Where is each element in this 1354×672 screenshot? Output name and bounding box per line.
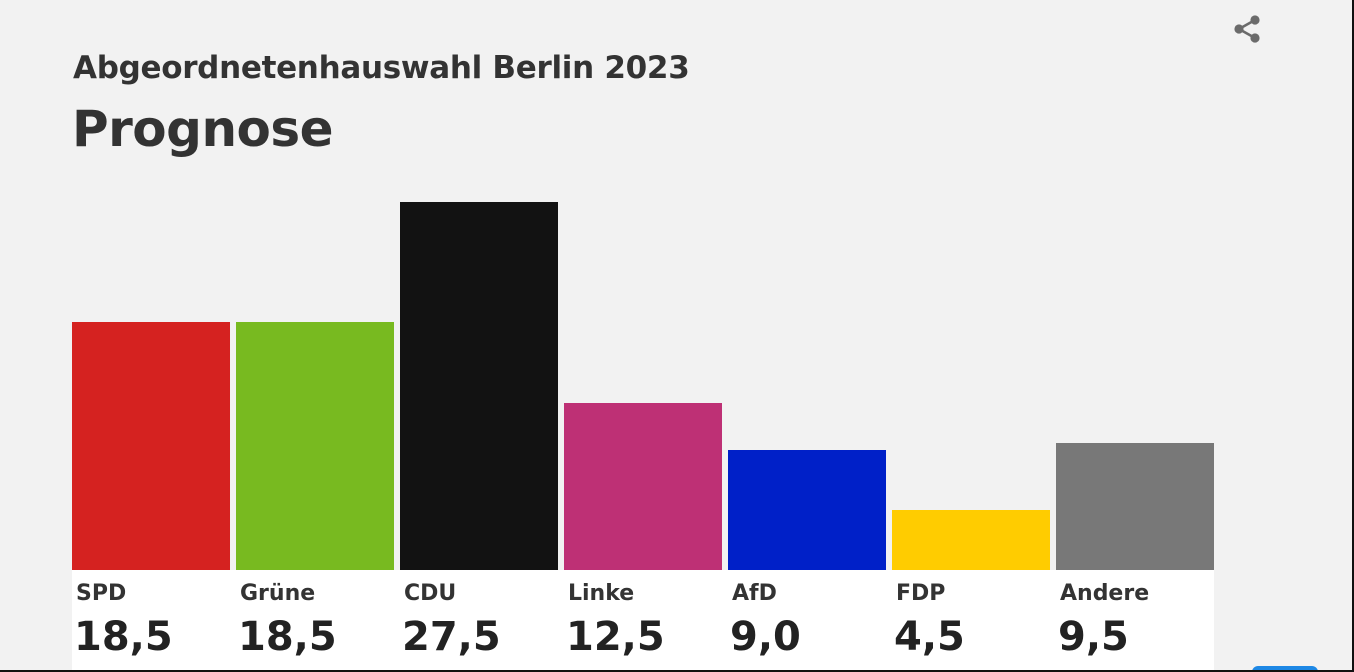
category-label-afd: AfD xyxy=(732,581,777,606)
value-label-andere: 9,5 xyxy=(1058,614,1129,660)
bar-gruene xyxy=(236,322,394,570)
bar-chart: SPD 18,5 Grüne 18,5 CDU 27,5 Linke 12,5 AfD 9,0 FD… xyxy=(72,160,1214,670)
share-icon-link-bottom xyxy=(1238,27,1256,40)
bar-spd xyxy=(72,322,230,570)
bar-afd xyxy=(728,449,886,570)
category-label-linke: Linke xyxy=(568,581,635,606)
value-label-cdu: 27,5 xyxy=(402,614,501,660)
category-label-gruene: Grüne xyxy=(240,581,316,606)
bar-fdp xyxy=(892,509,1050,570)
value-label-afd: 9,0 xyxy=(730,614,801,660)
category-label-cdu: CDU xyxy=(404,581,457,606)
category-label-andere: Andere xyxy=(1060,581,1150,606)
value-label-spd: 18,5 xyxy=(74,614,173,660)
chart-title: Prognose xyxy=(72,100,334,158)
value-label-fdp: 4,5 xyxy=(894,614,965,660)
share-icon-link-top xyxy=(1238,18,1256,31)
bar-cdu xyxy=(400,202,558,570)
bar-andere xyxy=(1056,442,1214,570)
accent-tab xyxy=(1252,666,1318,670)
category-label-spd: SPD xyxy=(76,581,127,606)
share-icon[interactable] xyxy=(1230,12,1264,46)
label-strip xyxy=(72,570,1214,670)
bar-linke xyxy=(564,402,722,570)
category-label-fdp: FDP xyxy=(896,581,946,606)
value-label-linke: 12,5 xyxy=(566,614,665,660)
value-label-gruene: 18,5 xyxy=(238,614,337,660)
chart-supertitle: Abgeordnetenhauswahl Berlin 2023 xyxy=(73,50,690,86)
